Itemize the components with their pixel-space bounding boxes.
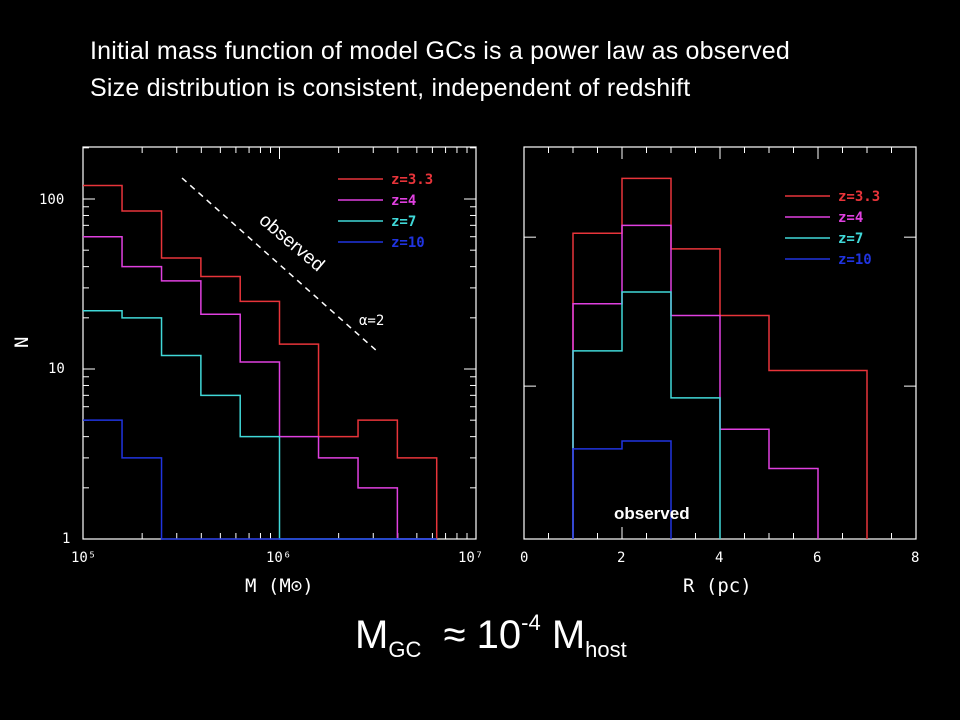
y-tick-label: 10 — [48, 361, 65, 377]
histogram-series-z=7 — [572, 291, 721, 539]
x-tick-label: 10⁶ — [266, 550, 291, 566]
legend-label: z=4 — [838, 210, 863, 226]
y-tick-label: 1 — [62, 531, 70, 547]
size-chart-series — [572, 177, 868, 539]
histogram-series-z=3.3 — [83, 184, 438, 539]
histogram-series-z=7 — [83, 310, 437, 540]
headline-line-1: Initial mass function of model GCs is a … — [90, 37, 791, 65]
legend-label: z=3.3 — [838, 189, 880, 205]
x-tick-label: 2 — [617, 550, 625, 566]
y-tick-label: 100 — [39, 192, 64, 208]
legend-label: z=7 — [838, 231, 863, 247]
x-tick-label: 4 — [715, 550, 723, 566]
legend-label: z=7 — [391, 214, 416, 230]
x-tick-label: 0 — [520, 550, 528, 566]
histogram-series-z=10 — [572, 440, 672, 539]
alpha-annotation: α=2 — [359, 313, 384, 329]
legend-label: z=10 — [838, 252, 872, 268]
formula-coef: 10 — [476, 613, 522, 657]
mass-x-axis-label: M (M⊙) — [245, 575, 314, 597]
histogram-series-z=10 — [83, 419, 437, 540]
mass-y-axis-label: N — [11, 337, 33, 348]
legend-label: z=4 — [391, 193, 416, 209]
observed-annotation-size: observed — [614, 504, 690, 523]
headline-line-2: Size distribution is consistent, indepen… — [90, 74, 691, 102]
histogram-series-z=4 — [83, 235, 437, 540]
mass-chart-legend: z=3.3 z=4 z=7 z=10 — [338, 172, 433, 251]
formula-lhs-sub: GC — [388, 637, 422, 662]
x-tick-label: 8 — [911, 550, 919, 566]
size-chart-legend: z=3.3 z=4 z=7 z=10 — [785, 189, 880, 268]
formula-lhs: M — [355, 613, 389, 657]
legend-label: z=3.3 — [391, 172, 433, 188]
x-tick-label: 10⁷ — [458, 550, 483, 566]
mass-chart-ticks — [82, 147, 476, 540]
histogram-series-z=4 — [572, 224, 819, 539]
legend-label: z=10 — [391, 235, 425, 251]
formula-approx: ≈ — [443, 613, 466, 657]
size-x-axis-label: R (pc) — [683, 575, 752, 597]
mass-chart-series — [83, 184, 438, 540]
observed-annotation: observed — [255, 210, 328, 276]
formula-rhs: M — [551, 613, 586, 657]
x-tick-label: 10⁵ — [71, 550, 96, 566]
x-tick-label: 6 — [813, 550, 821, 566]
formula-exp: -4 — [521, 610, 541, 635]
mass-ratio-formula: MGC ≈ 10-4 Mhost — [355, 610, 627, 663]
formula-rhs-sub: host — [585, 637, 627, 662]
